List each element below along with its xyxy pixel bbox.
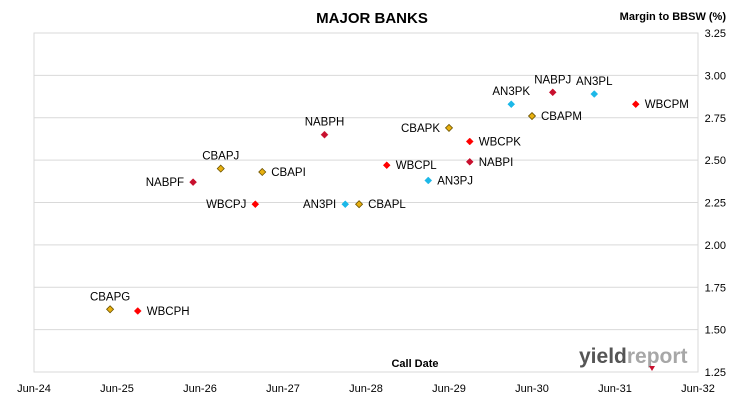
x-tick-label: Jun-30	[515, 383, 549, 395]
logo-text-report: report	[627, 345, 688, 368]
point-label-wbcpm: WBCPM	[645, 99, 689, 111]
point-label-wbcph: WBCPH	[147, 306, 190, 318]
data-point-an3pi	[341, 200, 350, 209]
data-point-cbapk	[444, 123, 454, 132]
data-point-cbapl	[355, 200, 364, 209]
data-point-wbcpm	[631, 100, 640, 109]
point-label-an3pj: AN3PJ	[437, 175, 473, 187]
point-label-nabpf: NABPF	[146, 177, 184, 189]
data-point-cbapg	[106, 305, 115, 314]
data-point-cbapi	[258, 167, 267, 177]
point-label-cbapm: CBAPM	[541, 111, 582, 123]
data-point-nabpj	[548, 88, 557, 97]
point-label-wbcpl: WBCPL	[396, 160, 438, 172]
y-tick-label: 2.00	[705, 240, 726, 252]
data-point-nabpf	[189, 178, 197, 187]
data-point-wbcpl	[382, 161, 391, 170]
data-point-wbcpj	[251, 200, 260, 209]
yieldreport-logo: yieldreport	[579, 345, 688, 371]
data-point-wbcph	[133, 307, 142, 315]
point-label-nabpi: NABPI	[479, 157, 514, 169]
chart-title: MAJOR BANKS	[316, 10, 428, 27]
point-label-wbcpk: WBCPK	[479, 136, 522, 148]
point-label-nabpj: NABPJ	[534, 74, 571, 86]
data-point-wbcpk	[465, 137, 474, 146]
x-tick-label: Jun-32	[681, 383, 715, 395]
plot-area	[33, 32, 699, 373]
y-tick-label: 1.25	[705, 367, 726, 379]
data-point-an3pk	[507, 100, 516, 109]
logo-text-yield: yield	[579, 345, 627, 368]
data-point-an3pj	[424, 176, 433, 185]
point-label-nabph: NABPH	[305, 117, 345, 129]
y-tick-label: 3.00	[705, 70, 726, 82]
data-point-nabph	[320, 130, 329, 139]
x-tick-label: Jun-24	[17, 383, 51, 395]
point-label-an3pk: AN3PK	[492, 86, 530, 98]
x-tick-label: Jun-29	[432, 383, 466, 395]
data-point-cbapj	[216, 164, 225, 173]
point-label-an3pi: AN3PI	[303, 199, 336, 211]
y-axis-label: Margin to BBSW (%)	[620, 11, 727, 23]
x-tick-label: Jun-28	[349, 383, 383, 395]
y-tick-label: 2.75	[705, 113, 726, 125]
y-axis-ticks: 1.25 1.50 1.75 2.00 2.25 2.50 2.75 3.00 3.25	[705, 28, 726, 379]
point-label-wbcpj: WBCPJ	[206, 199, 246, 211]
data-point-cbapm	[527, 111, 537, 121]
point-label-cbapg: CBAPG	[90, 291, 130, 303]
x-axis-ticks: Jun-24 Jun-25 Jun-26 Jun-27 Jun-28 Jun-29 Jun-…	[17, 383, 715, 395]
point-label-cbapi: CBAPI	[271, 167, 306, 179]
x-tick-label: Jun-26	[183, 383, 217, 395]
point-label-cbapk: CBAPK	[401, 123, 440, 135]
point-label-an3pl: AN3PL	[576, 76, 613, 88]
data-point-nabpi	[465, 157, 474, 166]
y-tick-label: 3.25	[705, 28, 726, 40]
x-tick-label: Jun-31	[598, 383, 632, 395]
data-points	[106, 88, 640, 315]
x-axis-label: Call Date	[391, 358, 438, 370]
point-labels: CBAPG WBCPH NABPF CBAPJ WBCPJ CBAPI NABPH AN3PI…	[90, 74, 689, 318]
y-tick-label: 2.50	[705, 155, 726, 167]
svg-text:yieldreport: yieldreport	[579, 345, 688, 368]
y-tick-label: 1.50	[705, 325, 726, 337]
x-tick-label: Jun-27	[266, 383, 300, 395]
y-tick-label: 2.25	[705, 198, 726, 210]
x-tick-label: Jun-25	[100, 383, 134, 395]
point-label-cbapj: CBAPJ	[202, 151, 239, 163]
logo-accent-mark	[649, 366, 655, 371]
data-point-an3pl	[590, 90, 599, 98]
y-tick-label: 1.75	[705, 282, 726, 294]
point-label-cbapl: CBAPL	[368, 199, 406, 211]
